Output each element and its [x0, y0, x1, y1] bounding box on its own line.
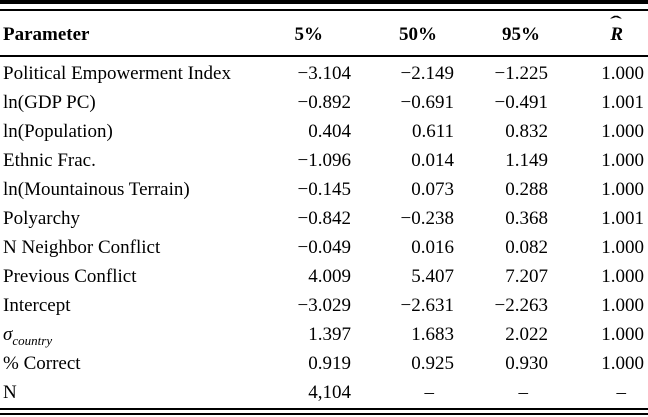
value-cell-rhat: 1.001	[601, 207, 644, 229]
table-row: N Neighbor Conflict −0.049 0.016 0.082 1.000	[0, 233, 648, 262]
value-cell-p50: –	[424, 381, 435, 403]
value-cell-p95: 0.832	[505, 120, 548, 142]
value-cell-p50: 0.925	[411, 352, 454, 374]
value-cell-rhat: 1.000	[601, 352, 644, 374]
value-cell-p95: −2.263	[494, 294, 548, 316]
column-header-5th-percentile: 5%	[262, 11, 355, 57]
value-cell-p95: 0.082	[505, 236, 548, 258]
value-cell-rhat: 1.000	[601, 236, 644, 258]
value-cell-p5: −0.049	[297, 236, 351, 258]
parameter-cell: ln(Population)	[3, 120, 113, 142]
value-cell-rhat: 1.000	[601, 149, 644, 171]
table-row: ln(Mountainous Terrain) −0.145 0.073 0.288 1…	[0, 175, 648, 204]
value-cell-p5: −0.842	[297, 207, 351, 229]
value-cell-p5: −3.029	[297, 294, 351, 316]
table-row: ln(Population) 0.404 0.611 0.832 1.000	[0, 117, 648, 146]
value-cell-p95: −1.225	[494, 62, 548, 84]
value-cell-p5: 0.919	[308, 352, 351, 374]
table-bottom-rule-1	[0, 407, 648, 410]
value-cell-p5: −3.104	[297, 62, 351, 84]
value-cell-rhat: 1.000	[601, 294, 644, 316]
value-cell-p50: −0.691	[400, 91, 454, 113]
value-cell-p5: 4.009	[308, 265, 351, 287]
value-cell-p5: −0.892	[297, 91, 351, 113]
rhat-base-letter: R	[610, 24, 623, 45]
parameter-cell: N	[3, 381, 17, 403]
value-cell-rhat: 1.001	[601, 91, 644, 113]
column-header-parameter: Parameter	[0, 11, 262, 57]
table-top-rule-thin	[0, 9, 648, 11]
parameter-cell: ln(GDP PC)	[3, 91, 96, 113]
value-cell-rhat: 1.000	[601, 120, 644, 142]
table-top-rule-heavy	[0, 0, 648, 4]
value-cell-p50: −0.238	[400, 207, 454, 229]
parameter-cell: % Correct	[3, 352, 81, 374]
value-cell-p95: 1.149	[505, 149, 548, 171]
table-row: Previous Conflict 4.009 5.407 7.207 1.000	[0, 262, 648, 291]
parameter-cell: Polyarchy	[3, 207, 81, 229]
value-cell-p50: 1.683	[411, 323, 454, 345]
table-row: % Correct 0.919 0.925 0.930 1.000	[0, 349, 648, 378]
value-cell-p50: 5.407	[411, 265, 454, 287]
value-cell-rhat: 1.000	[601, 178, 644, 200]
parameter-cell: Previous Conflict	[3, 265, 137, 287]
value-cell-p95: 0.930	[505, 352, 548, 374]
table-row: σcountry 1.397 1.683 2.022 1.000	[0, 320, 648, 349]
rhat-hat-accent: ˆ	[610, 13, 623, 33]
column-header-50th-percentile: 50%	[355, 11, 455, 57]
value-cell-p50: 0.014	[411, 149, 454, 171]
value-cell-rhat: –	[616, 381, 627, 403]
column-header-95th-percentile: 95%	[455, 11, 550, 57]
value-cell-p50: 0.611	[411, 120, 454, 142]
value-cell-p95: 0.288	[505, 178, 548, 200]
value-cell-p95: 0.368	[505, 207, 548, 229]
value-cell-p5: −1.096	[297, 149, 351, 171]
table-row: Polyarchy −0.842 −0.238 0.368 1.001	[0, 204, 648, 233]
table-row: Ethnic Frac. −1.096 0.014 1.149 1.000	[0, 146, 648, 175]
parameter-cell: N Neighbor Conflict	[3, 236, 161, 258]
value-cell-p5: 0.404	[308, 120, 351, 142]
parameter-cell: σcountry	[3, 323, 53, 348]
table-bottom-rule-2	[0, 412, 648, 415]
parameter-cell: ln(Mountainous Terrain)	[3, 178, 190, 200]
parameter-cell: Political Empowerment Index	[3, 62, 231, 84]
value-cell-p95: 7.207	[505, 265, 548, 287]
parameter-cell: Intercept	[3, 294, 71, 316]
value-cell-p50: 0.016	[411, 236, 454, 258]
value-cell-p95: −0.491	[494, 91, 548, 113]
parameter-cell: Ethnic Frac.	[3, 149, 96, 171]
value-cell-p50: 0.073	[411, 178, 454, 200]
value-cell-p5: −0.145	[297, 178, 351, 200]
value-cell-rhat: 1.000	[601, 62, 644, 84]
value-cell-p50: −2.149	[400, 62, 454, 84]
table-body: Political Empowerment Index −3.104 −2.149 −…	[0, 56, 648, 407]
value-cell-p5: 1.397	[308, 323, 351, 345]
value-cell-p50: −2.631	[400, 294, 454, 316]
table-row: N 4,104 – – –	[0, 378, 648, 407]
value-cell-p95: 2.022	[505, 323, 548, 345]
value-cell-p95: –	[518, 381, 529, 403]
value-cell-rhat: 1.000	[601, 265, 644, 287]
value-cell-p5: 4,104	[308, 381, 351, 403]
value-cell-rhat: 1.000	[601, 323, 644, 345]
table-row: Political Empowerment Index −3.104 −2.149 −…	[0, 56, 648, 88]
table-row: Intercept −3.029 −2.631 −2.263 1.000	[0, 291, 648, 320]
table-row: ln(GDP PC) −0.892 −0.691 −0.491 1.001	[0, 88, 648, 117]
